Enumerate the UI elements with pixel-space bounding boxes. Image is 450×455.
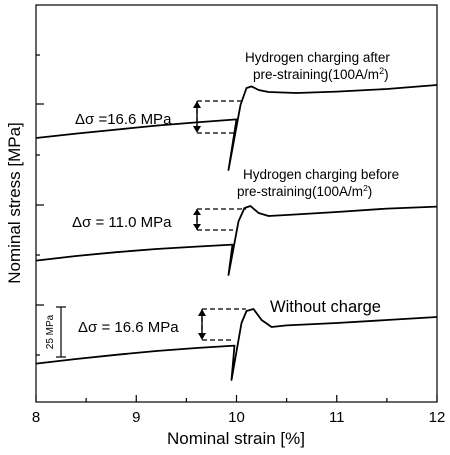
series-line-2 (35, 84, 438, 171)
x-tick-label-1: 9 (132, 409, 140, 426)
label-before-line1: Hydrogen charging before (243, 167, 399, 182)
label-after-close: ) (384, 67, 389, 82)
x-tick-label-0: 8 (32, 409, 40, 426)
series-layer (35, 84, 438, 381)
series-line-1 (35, 205, 438, 276)
arrow-head-top-up (193, 101, 201, 108)
delta-label-bot: Δσ = 16.6 MPa (78, 319, 179, 336)
label-after-line2-text: pre-straining(100A/m (253, 67, 379, 82)
scale-bar-label: 25 MPa (45, 314, 56, 349)
x-tick-label-2: 10 (228, 409, 245, 426)
label-after-line1: Hydrogen charging after (245, 50, 390, 65)
arrow-head-mid-up (193, 209, 201, 215)
label-after-line2: pre-straining(100A/m2) (253, 66, 389, 82)
label-before-superscript: 2 (363, 183, 368, 193)
arrow-head-mid-down (193, 224, 201, 230)
y-axis-title: Nominal stress [MPa] (5, 122, 24, 284)
x-tick-group: 8 9 10 11 12 (32, 395, 446, 426)
x-tick-label-4: 12 (429, 409, 446, 426)
x-tick-label-3: 11 (329, 409, 345, 426)
x-axis-title: Nominal strain [%] (167, 429, 305, 448)
label-before-close: ) (368, 184, 373, 199)
scale-bar (56, 306, 66, 358)
delta-label-top: Δσ =16.6 MPa (75, 111, 172, 128)
series-line-0 (35, 308, 438, 381)
delta-arrows (196, 105, 203, 336)
arrow-head-bot-down (198, 333, 206, 340)
label-before-line2: pre-straining(100A/m2) (237, 183, 372, 199)
label-after-superscript: 2 (379, 66, 384, 76)
delta-label-mid: Δσ = 11.0 MPa (72, 214, 172, 231)
arrow-head-top-down (193, 126, 201, 133)
label-before-line2-text: pre-straining(100A/m (237, 184, 363, 199)
arrow-head-bot-up (198, 309, 206, 316)
label-without-charge: Without charge (270, 298, 381, 316)
arrow-heads (193, 101, 206, 340)
